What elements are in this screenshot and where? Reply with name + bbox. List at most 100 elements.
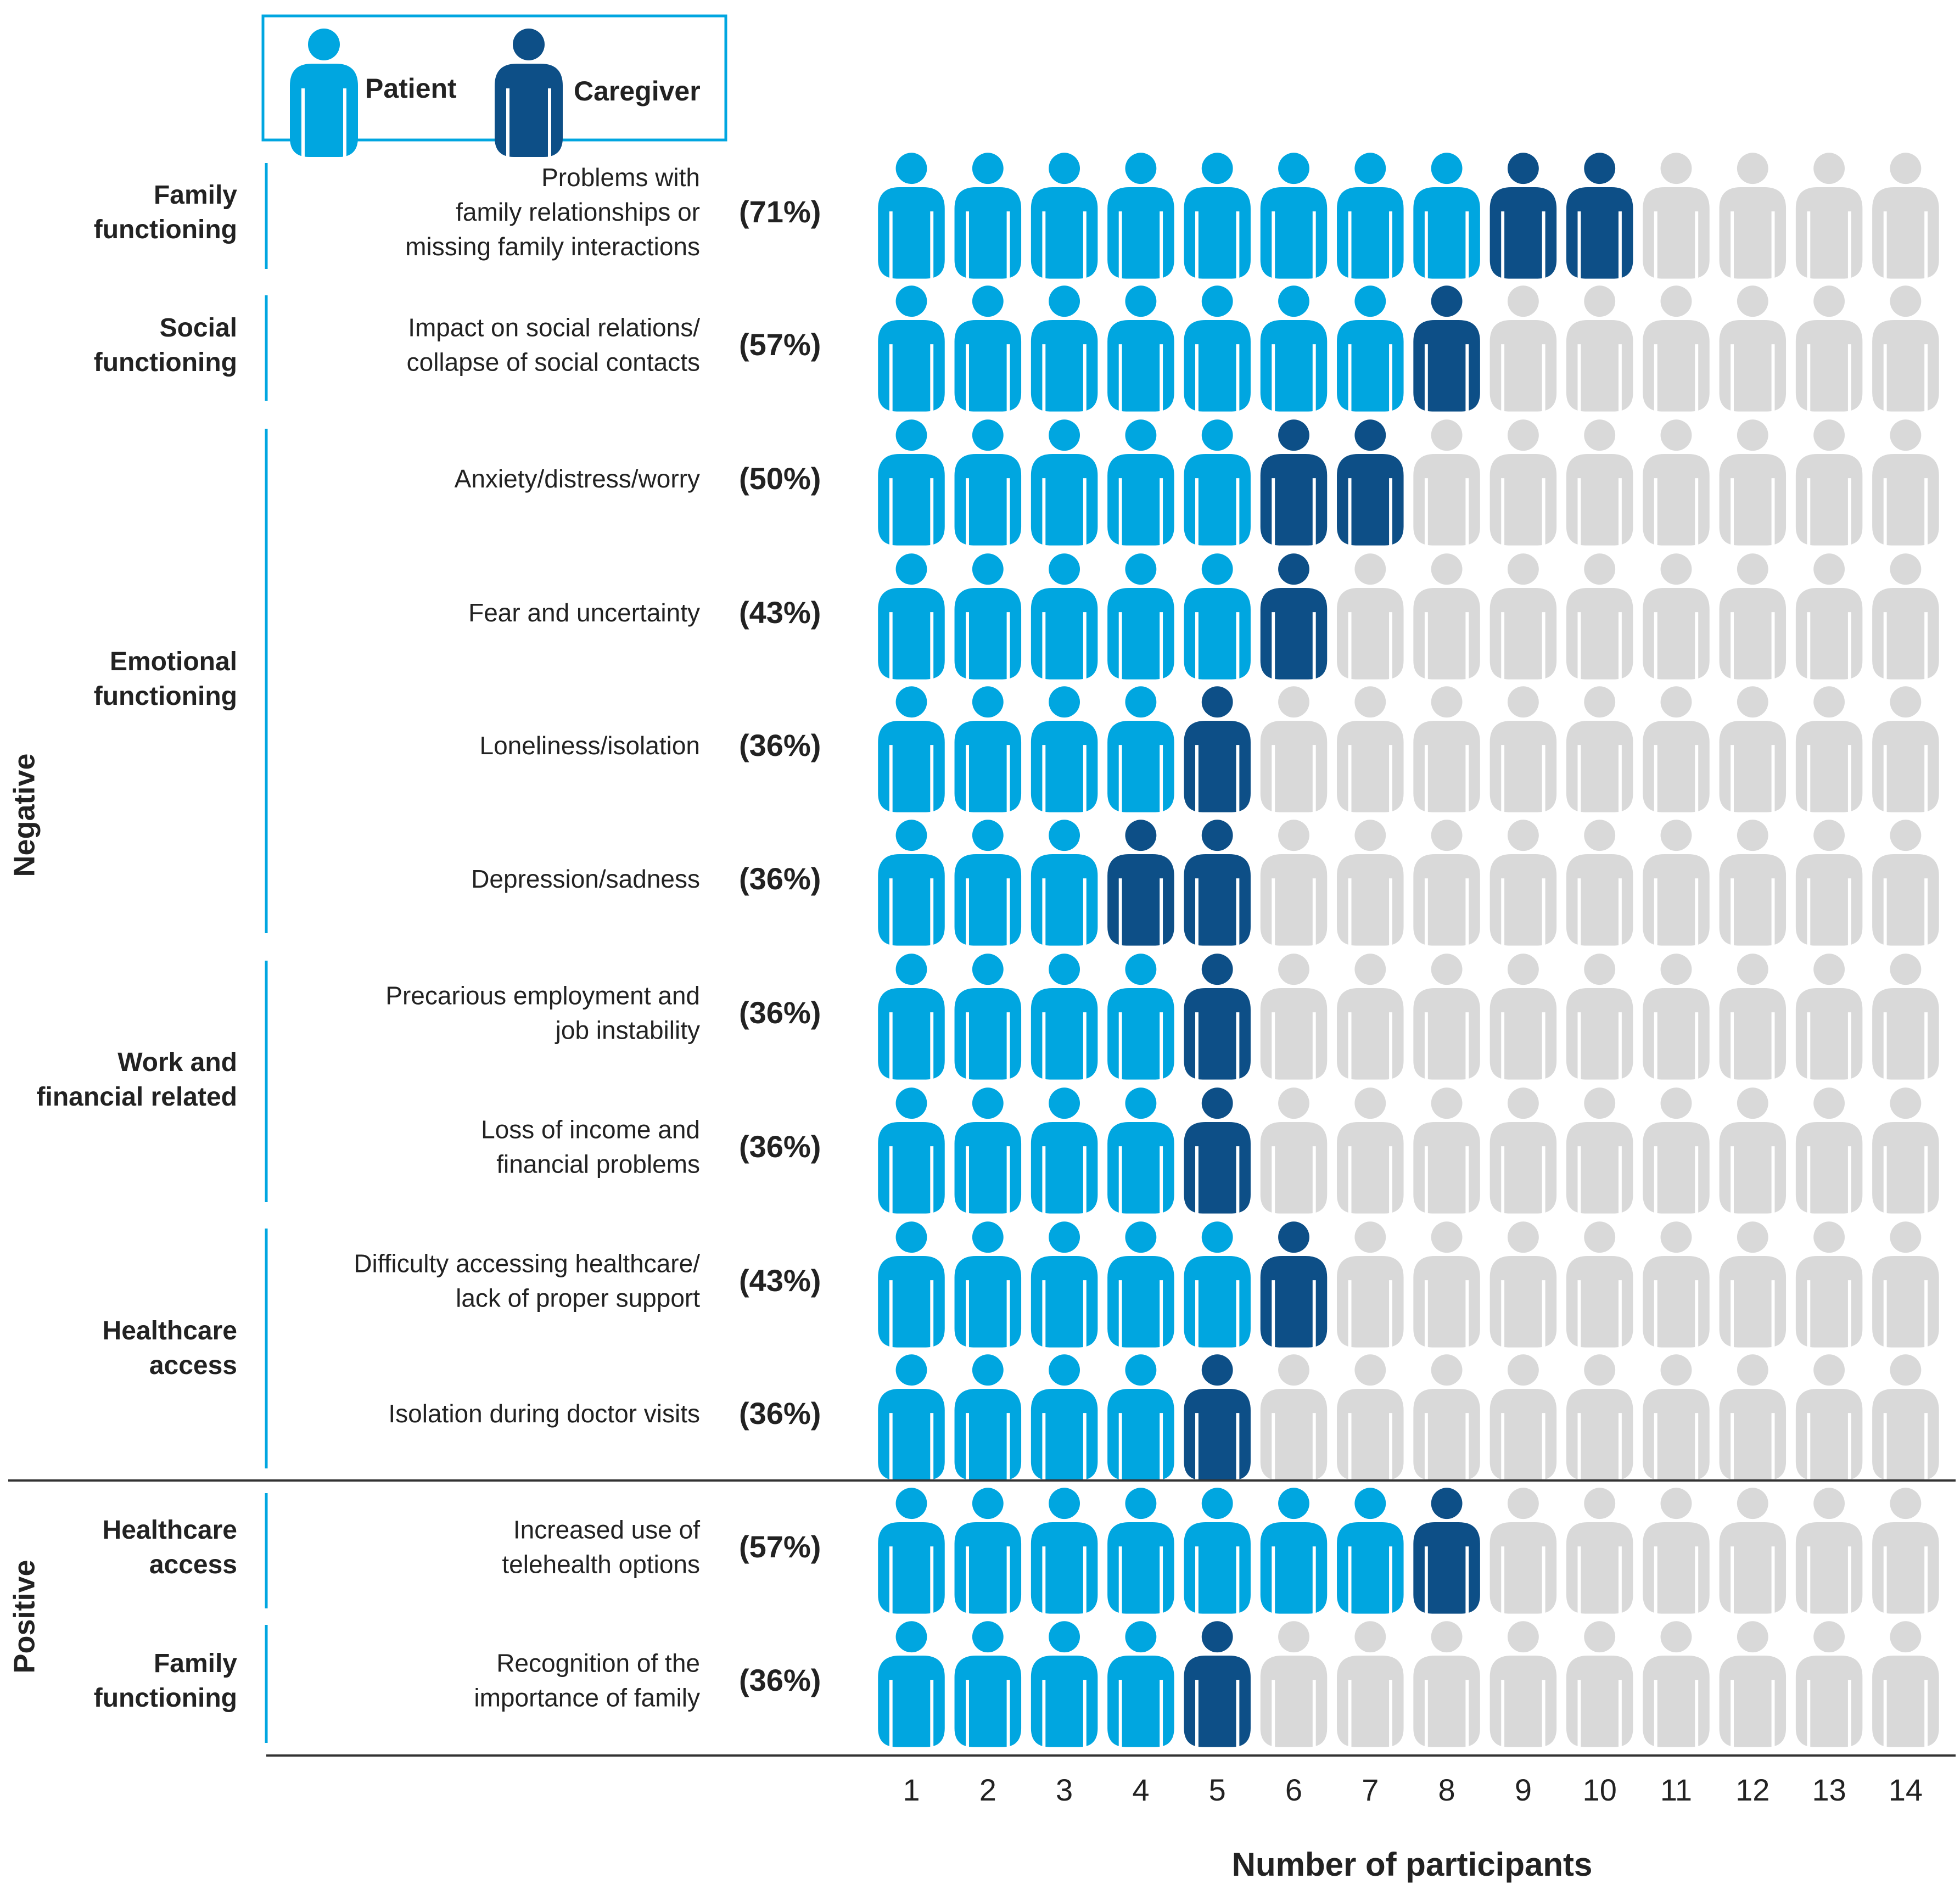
caregiver-icon bbox=[1184, 1087, 1251, 1215]
empty-participant-icon bbox=[1719, 686, 1787, 814]
x-tick-label: 4 bbox=[1132, 1773, 1149, 1807]
patient-icon bbox=[954, 686, 1022, 814]
patient-icon bbox=[954, 1221, 1022, 1349]
empty-participant-icon bbox=[1719, 1621, 1787, 1748]
chart-row: Isolation during doctor visits (36%) bbox=[388, 1354, 1939, 1482]
caregiver-icon bbox=[1260, 419, 1328, 547]
item-label: Isolation during doctor visits bbox=[388, 1399, 700, 1428]
percent-label: (50%) bbox=[739, 461, 821, 496]
percent-label: (36%) bbox=[739, 1396, 821, 1431]
patient-icon bbox=[1031, 1087, 1098, 1215]
empty-participant-icon bbox=[1260, 1354, 1328, 1482]
empty-participant-icon bbox=[1566, 1488, 1633, 1615]
percent-label: (71%) bbox=[739, 194, 821, 229]
empty-participant-icon bbox=[1795, 153, 1863, 280]
patient-icon bbox=[878, 1221, 945, 1349]
item-label: Precarious employment and bbox=[385, 982, 700, 1010]
domain: Family functioning Recognition of the impor… bbox=[94, 1621, 1939, 1748]
item-label: Difficulty accessing healthcare/ bbox=[354, 1249, 700, 1278]
caregiver-icon bbox=[1107, 820, 1174, 947]
empty-participant-icon bbox=[1795, 285, 1863, 413]
caregiver-icon bbox=[1184, 1354, 1251, 1482]
empty-participant-icon bbox=[1795, 553, 1863, 681]
item-label: importance of family bbox=[474, 1684, 700, 1712]
domain-label: Social bbox=[160, 313, 237, 343]
patient-icon bbox=[1031, 686, 1098, 814]
domain-label: Work and bbox=[117, 1048, 237, 1077]
patient-icon bbox=[1107, 419, 1174, 547]
patient-icon bbox=[878, 1354, 945, 1482]
x-tick-label: 5 bbox=[1209, 1773, 1226, 1807]
item-label: missing family interactions bbox=[405, 232, 700, 261]
percent-label: (36%) bbox=[739, 728, 821, 762]
caregiver-icon bbox=[1260, 553, 1328, 681]
domain-label: functioning bbox=[94, 215, 237, 244]
empty-participant-icon bbox=[1413, 553, 1480, 681]
empty-participant-icon bbox=[1872, 1221, 1939, 1349]
patient-icon bbox=[1413, 153, 1480, 280]
item-label: family relationships or bbox=[456, 198, 700, 226]
domain-label: Emotional bbox=[110, 647, 237, 676]
domain-label: Family bbox=[154, 1649, 237, 1678]
legend-item-patient: Patient bbox=[290, 29, 457, 158]
empty-participant-icon bbox=[1260, 954, 1328, 1081]
empty-participant-icon bbox=[1643, 954, 1710, 1081]
empty-participant-icon bbox=[1795, 1488, 1863, 1615]
empty-participant-icon bbox=[1795, 686, 1863, 814]
x-tick-label: 11 bbox=[1660, 1773, 1692, 1807]
item-label: Recognition of the bbox=[496, 1649, 700, 1678]
x-tick-label: 10 bbox=[1583, 1773, 1617, 1807]
x-tick-label: 7 bbox=[1362, 1773, 1379, 1807]
empty-participant-icon bbox=[1795, 1354, 1863, 1482]
empty-participant-icon bbox=[1872, 419, 1939, 547]
domain: Family functioning Problems with family rel… bbox=[94, 153, 1939, 280]
empty-participant-icon bbox=[1337, 820, 1404, 947]
x-axis-title: Number of participants bbox=[1232, 1846, 1593, 1883]
caregiver-icon bbox=[1337, 419, 1404, 547]
patient-icon bbox=[954, 1087, 1022, 1215]
legend-label: Patient bbox=[365, 73, 457, 104]
patient-icon bbox=[954, 1488, 1022, 1615]
group-label: Negative bbox=[8, 753, 41, 877]
patient-icon bbox=[954, 153, 1022, 280]
domain-label: Healthcare bbox=[103, 1516, 237, 1545]
x-tick-label: 12 bbox=[1735, 1773, 1769, 1807]
empty-participant-icon bbox=[1489, 820, 1557, 947]
caregiver-icon bbox=[1184, 954, 1251, 1081]
empty-participant-icon bbox=[1566, 1354, 1633, 1482]
group-label: Positive bbox=[8, 1560, 41, 1673]
empty-participant-icon bbox=[1719, 1221, 1787, 1349]
empty-participant-icon bbox=[1566, 419, 1633, 547]
patient-icon bbox=[1107, 686, 1174, 814]
percent-label: (57%) bbox=[739, 1529, 821, 1564]
chart-row: Fear and uncertainty (43%) bbox=[468, 553, 1939, 681]
empty-participant-icon bbox=[1489, 954, 1557, 1081]
patient-icon bbox=[878, 1087, 945, 1215]
empty-participant-icon bbox=[1489, 419, 1557, 547]
x-tick-label: 14 bbox=[1889, 1773, 1923, 1807]
caregiver-icon bbox=[1413, 285, 1480, 413]
patient-icon bbox=[878, 820, 945, 947]
patient-icon bbox=[1031, 1354, 1098, 1482]
chart-row: Loss of income and financial problems (36%… bbox=[481, 1087, 1939, 1215]
patient-icon bbox=[878, 1621, 945, 1748]
x-tick-label: 6 bbox=[1285, 1773, 1302, 1807]
empty-participant-icon bbox=[1719, 1488, 1787, 1615]
empty-participant-icon bbox=[1719, 153, 1787, 280]
empty-participant-icon bbox=[1643, 285, 1710, 413]
patient-icon bbox=[1184, 1488, 1251, 1615]
patient-icon bbox=[878, 419, 945, 547]
chart-row: Problems with family relationships or miss… bbox=[405, 153, 1939, 280]
person-icon bbox=[495, 29, 563, 158]
empty-participant-icon bbox=[1795, 820, 1863, 947]
x-tick-label: 13 bbox=[1812, 1773, 1846, 1807]
empty-participant-icon bbox=[1489, 553, 1557, 681]
x-tick-label: 8 bbox=[1438, 1773, 1455, 1807]
caregiver-icon bbox=[1489, 153, 1557, 280]
empty-participant-icon bbox=[1643, 686, 1710, 814]
empty-participant-icon bbox=[1489, 1488, 1557, 1615]
empty-participant-icon bbox=[1872, 954, 1939, 1081]
patient-icon bbox=[1031, 153, 1098, 280]
empty-participant-icon bbox=[1643, 553, 1710, 681]
